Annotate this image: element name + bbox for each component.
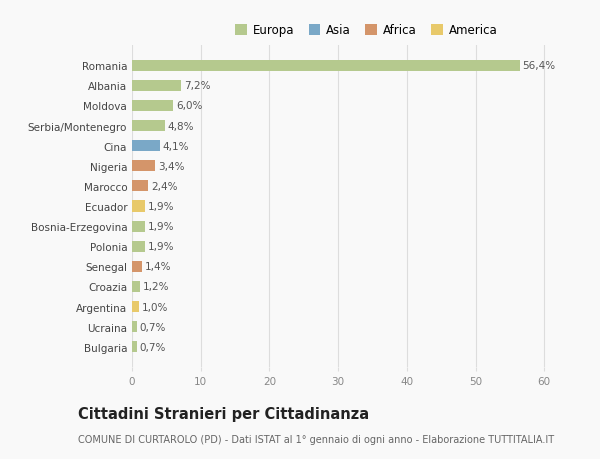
Bar [132,121,165,132]
Text: 7,2%: 7,2% [184,81,211,91]
Text: COMUNE DI CURTAROLO (PD) - Dati ISTAT al 1° gennaio di ogni anno - Elaborazione : COMUNE DI CURTAROLO (PD) - Dati ISTAT al… [78,434,554,444]
Bar [132,261,142,272]
Text: Cittadini Stranieri per Cittadinanza: Cittadini Stranieri per Cittadinanza [78,406,369,421]
Bar [132,281,140,292]
Bar [132,341,137,353]
Text: 1,4%: 1,4% [145,262,171,272]
Bar [132,201,145,212]
Legend: Europa, Asia, Africa, America: Europa, Asia, Africa, America [230,20,502,42]
Text: 0,7%: 0,7% [140,342,166,352]
Text: 4,1%: 4,1% [163,141,190,151]
Text: 1,9%: 1,9% [148,202,175,212]
Text: 1,9%: 1,9% [148,242,175,252]
Bar [132,141,160,152]
Text: 6,0%: 6,0% [176,101,202,111]
Bar [132,241,145,252]
Bar [132,101,173,112]
Bar [132,321,137,332]
Bar [132,81,181,92]
Text: 2,4%: 2,4% [151,181,178,191]
Bar [132,161,155,172]
Text: 3,4%: 3,4% [158,162,185,171]
Text: 0,7%: 0,7% [140,322,166,332]
Text: 56,4%: 56,4% [522,61,556,71]
Bar [132,302,139,313]
Bar [132,61,520,72]
Bar [132,181,148,192]
Bar [132,221,145,232]
Text: 1,0%: 1,0% [142,302,168,312]
Text: 4,8%: 4,8% [168,121,194,131]
Text: 1,2%: 1,2% [143,282,169,292]
Text: 1,9%: 1,9% [148,222,175,232]
